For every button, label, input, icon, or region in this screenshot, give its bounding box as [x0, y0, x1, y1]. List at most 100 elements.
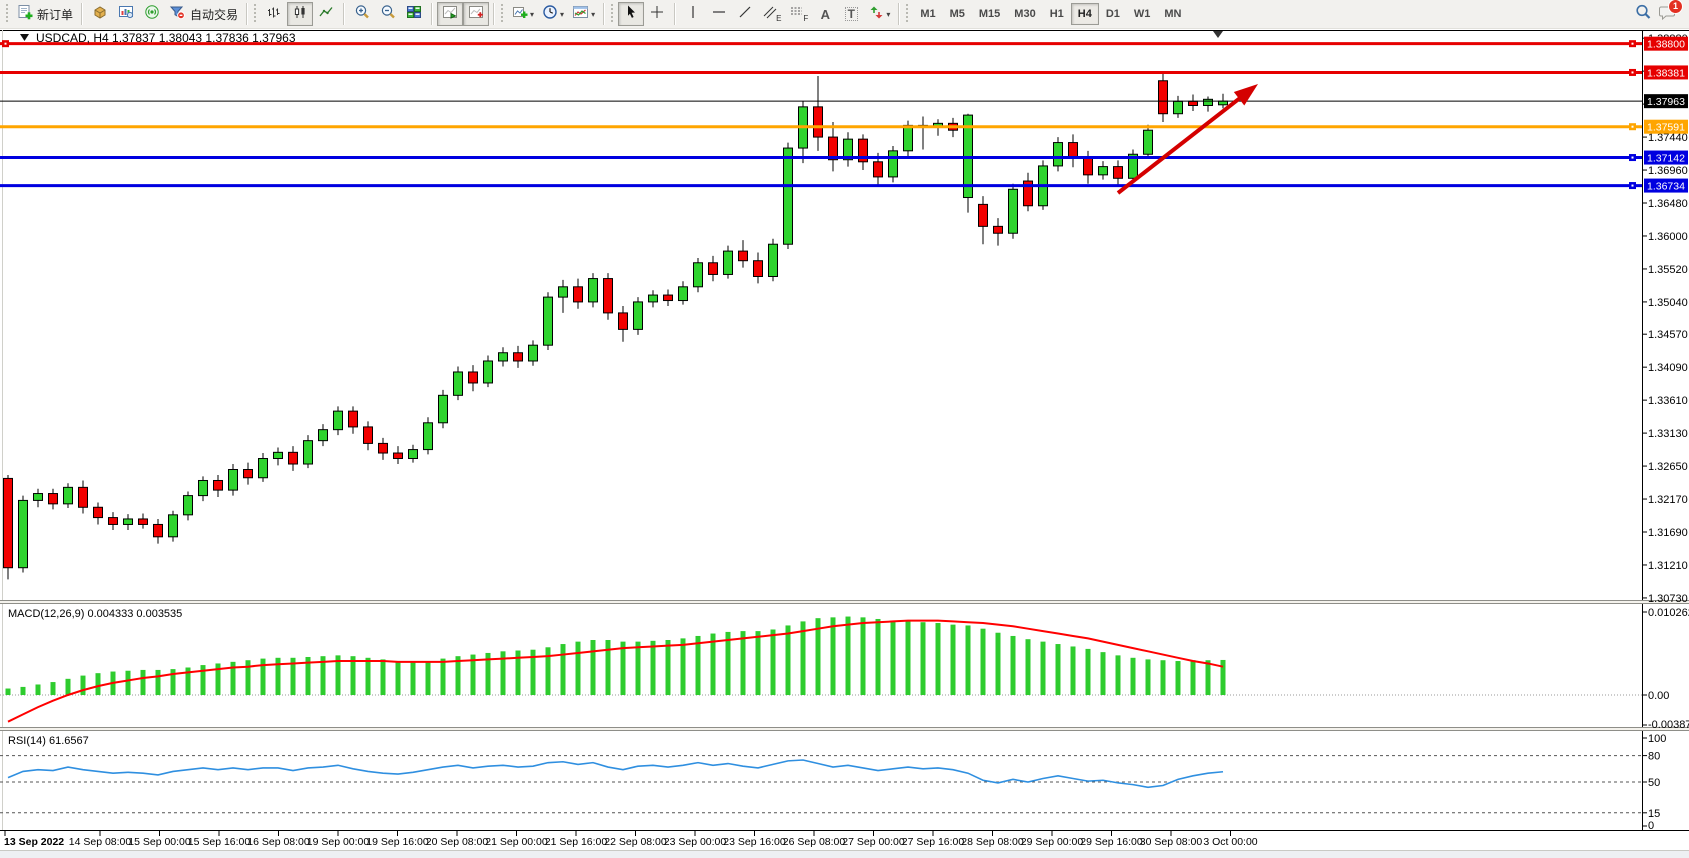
svg-text:1.37963: 1.37963	[1647, 96, 1685, 108]
templates-button[interactable]: ▾	[568, 2, 599, 26]
candle-body	[273, 451, 283, 460]
text-tool-button[interactable]: A	[812, 2, 838, 26]
timeframe-button-m30[interactable]: M30	[1014, 8, 1036, 20]
svg-text:13 Sep 2022: 13 Sep 2022	[4, 836, 64, 848]
chart-shift-icon	[468, 4, 484, 25]
candle-body	[288, 451, 298, 465]
candle-body	[138, 518, 148, 525]
market-watch-button[interactable]	[87, 2, 113, 26]
candle-body	[453, 371, 463, 396]
label-tool-icon: T	[844, 7, 858, 21]
timeframe-button-m1[interactable]: M1	[920, 8, 936, 20]
candle-body	[213, 479, 223, 491]
rsi-label: RSI(14) 61.6567	[8, 735, 89, 747]
toolbar-grip[interactable]	[253, 4, 259, 24]
timeframe-button-w1[interactable]: W1	[1133, 8, 1151, 20]
toolbar-grip[interactable]	[905, 4, 911, 24]
periods-button[interactable]: ▾	[538, 2, 568, 26]
trend-arrow-object[interactable]	[1116, 84, 1258, 195]
indicators-button[interactable]: ▾	[508, 2, 538, 26]
svg-text:26 Sep 08:00: 26 Sep 08:00	[783, 836, 846, 848]
candle-body	[1188, 100, 1198, 106]
macd-bar	[575, 641, 581, 695]
macd-bar	[695, 635, 701, 695]
chart-header: USDCAD, H4 1.37837 1.38043 1.37836 1.379…	[20, 31, 1223, 45]
candle-body	[123, 518, 133, 525]
macd-bar	[530, 649, 536, 695]
toolbar-separator	[246, 3, 249, 25]
terminal-button[interactable]	[139, 2, 165, 26]
toolbar-separator	[431, 3, 434, 25]
svg-text:29 Sep 16:00: 29 Sep 16:00	[1080, 836, 1143, 848]
chart-candles-button[interactable]	[287, 2, 314, 26]
toolbar-grip[interactable]	[610, 4, 616, 24]
tile-windows-button[interactable]	[401, 2, 427, 26]
candle-body	[168, 514, 178, 538]
navigator-button[interactable]	[113, 2, 139, 26]
candle-body	[873, 161, 883, 178]
macd-bar	[395, 661, 401, 695]
price-badge	[1644, 150, 1688, 165]
zoom-out-button[interactable]	[375, 2, 401, 26]
candle-body	[48, 493, 58, 505]
bar-chart-icon	[266, 4, 282, 25]
macd-bar	[425, 661, 431, 695]
svg-text:1.33130: 1.33130	[1648, 428, 1688, 440]
notifications-button[interactable]: 1	[1658, 0, 1683, 26]
toolbar-grip[interactable]	[500, 4, 506, 24]
timeframe-button-m5[interactable]: M5	[949, 8, 965, 20]
candle-body	[63, 486, 73, 505]
auto-scroll-button[interactable]	[437, 2, 464, 26]
line-chart-icon	[318, 4, 334, 25]
vertical-line-tool-button[interactable]	[680, 2, 706, 26]
cursor-button[interactable]	[618, 2, 645, 26]
crosshair-button[interactable]	[644, 2, 670, 26]
macd-bar	[470, 654, 476, 695]
macd-signal-line	[7, 619, 1224, 723]
macd-bar	[935, 623, 941, 695]
fibonacci-tool-button[interactable]: F	[785, 2, 812, 26]
chart-bars-button[interactable]	[261, 2, 287, 26]
fibonacci-icon	[789, 4, 805, 25]
candle-body	[858, 138, 868, 163]
horizontal-line-objects[interactable]: 1.38800 1.38381 1.37591 1.37142 1.36734	[0, 36, 1688, 193]
svg-text:30 Sep 08:00: 30 Sep 08:00	[1140, 836, 1203, 848]
macd-bar	[515, 650, 521, 695]
trendline-tool-button[interactable]	[732, 2, 758, 26]
candle-body	[438, 394, 448, 424]
label-tool-button[interactable]: T	[838, 2, 864, 26]
timeframe-button-d1[interactable]: D1	[1105, 8, 1120, 20]
svg-text:29 Sep 00:00: 29 Sep 00:00	[1021, 836, 1084, 848]
zoom-in-button[interactable]	[349, 2, 375, 26]
toolbar-grip[interactable]	[5, 4, 10, 24]
chart-shift-button[interactable]	[463, 2, 490, 26]
macd-bar	[140, 669, 146, 695]
candle-body	[423, 422, 433, 451]
timeframe-button-h1[interactable]: H1	[1049, 8, 1064, 20]
timeframe-button-mn[interactable]: MN	[1164, 8, 1182, 20]
notification-badge: 1	[1668, 0, 1683, 14]
macd-bar	[650, 640, 656, 695]
timeframe-button-m15[interactable]: M15	[978, 8, 1001, 20]
candle-body	[768, 243, 778, 278]
new-order-button[interactable]: 新订单	[13, 2, 77, 26]
macd-bar	[725, 631, 731, 695]
horizontal-line-tool-button[interactable]	[706, 2, 732, 26]
candle-body	[318, 429, 328, 442]
candle-body	[1083, 157, 1093, 176]
rsi-line	[7, 759, 1224, 789]
svg-text:15 Sep 00:00: 15 Sep 00:00	[128, 836, 191, 848]
autotrading-button[interactable]: 自动交易	[165, 2, 242, 26]
channel-tool-button[interactable]: E	[758, 2, 785, 26]
candle-body	[333, 410, 343, 431]
arrows-tool-button[interactable]: ▾	[864, 2, 894, 26]
macd-bar	[35, 684, 41, 695]
chart-line-button[interactable]	[313, 2, 339, 26]
macd-bar	[590, 640, 596, 695]
candle-body	[1098, 166, 1108, 176]
macd-bar	[485, 652, 491, 695]
timeframe-button-h4[interactable]: H4	[1070, 3, 1099, 25]
macd-bar	[335, 655, 341, 695]
search-button[interactable]	[1630, 2, 1656, 26]
